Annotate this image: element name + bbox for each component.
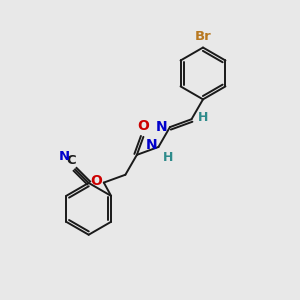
Text: N: N [156, 120, 168, 134]
Text: H: H [198, 111, 208, 124]
Text: Br: Br [195, 30, 212, 43]
Text: O: O [137, 119, 149, 133]
Text: C: C [66, 154, 76, 167]
Text: N: N [146, 138, 157, 152]
Text: N: N [59, 150, 70, 163]
Text: O: O [91, 174, 102, 188]
Text: H: H [163, 152, 173, 164]
